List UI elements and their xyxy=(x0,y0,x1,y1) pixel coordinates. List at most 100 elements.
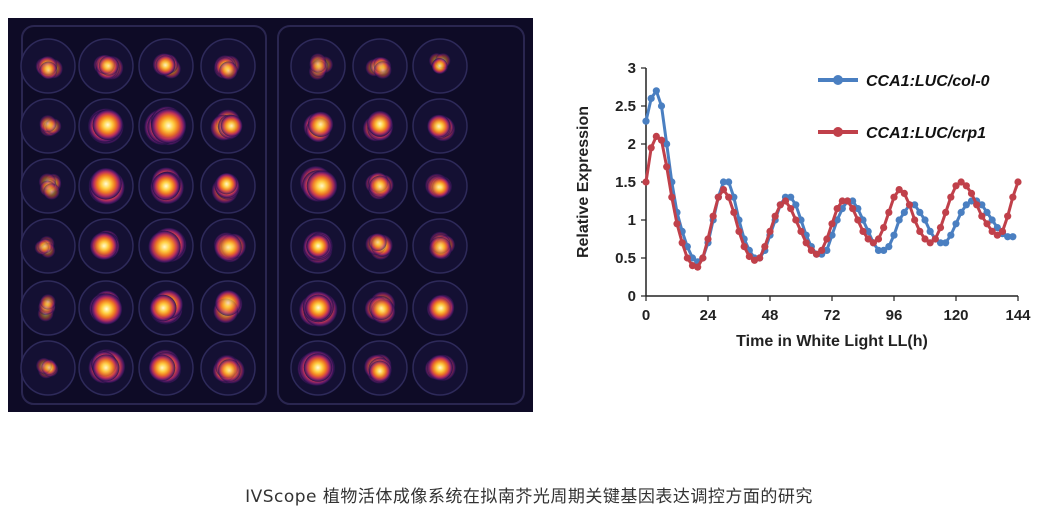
seedling-signal xyxy=(43,183,60,200)
seedling-signal xyxy=(373,61,392,79)
series-point xyxy=(1004,233,1012,241)
series-point xyxy=(854,216,862,224)
series-point xyxy=(642,117,650,125)
series-point xyxy=(756,254,764,262)
x-tick-label: 144 xyxy=(1005,307,1031,324)
seedling-signal xyxy=(307,111,334,137)
series-point xyxy=(683,254,691,262)
series-point xyxy=(843,197,852,205)
series-point xyxy=(725,193,733,201)
seedling-signal xyxy=(214,233,242,262)
seedling-signal xyxy=(218,359,241,382)
series-point xyxy=(1014,178,1022,186)
y-tick-label: 2.5 xyxy=(615,98,636,115)
series-point xyxy=(1004,212,1012,220)
series-point xyxy=(833,205,841,213)
series-point xyxy=(647,144,655,152)
series-point xyxy=(916,227,924,235)
seedling-signal xyxy=(367,110,393,137)
y-tick-label: 1 xyxy=(628,212,636,229)
series-point xyxy=(766,227,774,235)
series-point xyxy=(947,193,955,201)
series-point xyxy=(874,235,883,243)
x-tick-label: 96 xyxy=(886,307,903,324)
series-point xyxy=(900,189,908,197)
plate-left xyxy=(21,25,267,405)
seedling-signal xyxy=(309,55,327,73)
seedling-signal xyxy=(40,294,56,310)
series-point xyxy=(678,239,686,247)
series-point xyxy=(652,87,660,95)
series-point xyxy=(745,252,753,261)
series-point xyxy=(942,239,950,247)
seedling-signal xyxy=(306,234,330,258)
series-point xyxy=(823,246,831,254)
seedling-signal xyxy=(220,114,243,137)
series-point xyxy=(771,212,779,220)
series-point xyxy=(988,216,996,224)
seedling-signal xyxy=(219,61,238,80)
series-point xyxy=(993,224,1001,232)
series-point xyxy=(818,246,826,254)
series-point xyxy=(921,235,929,243)
series-point xyxy=(849,197,857,205)
seedling-signal xyxy=(148,354,176,382)
series-point xyxy=(911,216,919,224)
series-point xyxy=(792,216,800,224)
series-point xyxy=(647,94,655,102)
seedling-signal xyxy=(39,115,57,133)
series-point xyxy=(926,227,934,235)
seedling-signal xyxy=(152,172,180,201)
seedling-signal xyxy=(215,173,238,195)
series-point xyxy=(735,227,743,235)
seedling-signal xyxy=(305,294,332,321)
y-tick-label: 3 xyxy=(628,60,636,77)
series-point xyxy=(895,216,903,224)
series-point xyxy=(714,193,722,201)
series-point xyxy=(983,208,991,216)
seedling-signal xyxy=(431,58,448,74)
series-point xyxy=(704,235,712,243)
legend-label: CCA1:LUC/col-0 xyxy=(866,73,990,90)
series-point xyxy=(905,201,914,209)
series-point xyxy=(823,235,831,243)
series-point xyxy=(936,239,945,247)
series-point xyxy=(730,193,738,201)
seedling-signal xyxy=(89,232,118,260)
legend-label: CCA1:LUC/crp1 xyxy=(866,125,986,142)
series-point xyxy=(931,235,939,243)
series-point xyxy=(890,231,898,239)
series-point xyxy=(688,254,697,262)
series-point xyxy=(859,216,867,224)
seedling-signal xyxy=(92,354,120,382)
seedling-signal xyxy=(426,175,450,199)
series-point xyxy=(952,182,960,190)
seedling-signal xyxy=(369,360,391,383)
legend-swatch-marker xyxy=(833,127,843,137)
series-point xyxy=(962,201,970,209)
series-point xyxy=(709,212,717,220)
series-point xyxy=(694,263,702,271)
series-point xyxy=(807,246,815,254)
series-point xyxy=(957,178,965,186)
series-point xyxy=(657,102,666,110)
series-point xyxy=(998,227,1007,235)
series-point xyxy=(983,220,991,228)
y-axis-title: Relative Expression xyxy=(575,106,592,258)
y-tick-label: 0.5 xyxy=(615,250,636,267)
series-point xyxy=(1009,233,1017,241)
series-point xyxy=(926,239,934,247)
x-tick-label: 0 xyxy=(642,307,650,324)
series-point xyxy=(864,227,872,235)
series-point xyxy=(859,227,867,235)
legend-swatch-marker xyxy=(833,75,843,85)
series-point xyxy=(725,178,733,186)
x-tick-label: 72 xyxy=(824,307,841,324)
seedling-signal xyxy=(41,359,57,376)
series-point xyxy=(668,193,676,201)
y-tick-label: 2 xyxy=(628,136,636,153)
series-line xyxy=(644,134,1020,269)
series-point xyxy=(988,227,996,235)
series-point xyxy=(828,220,836,228)
seedling-signal xyxy=(92,109,124,141)
